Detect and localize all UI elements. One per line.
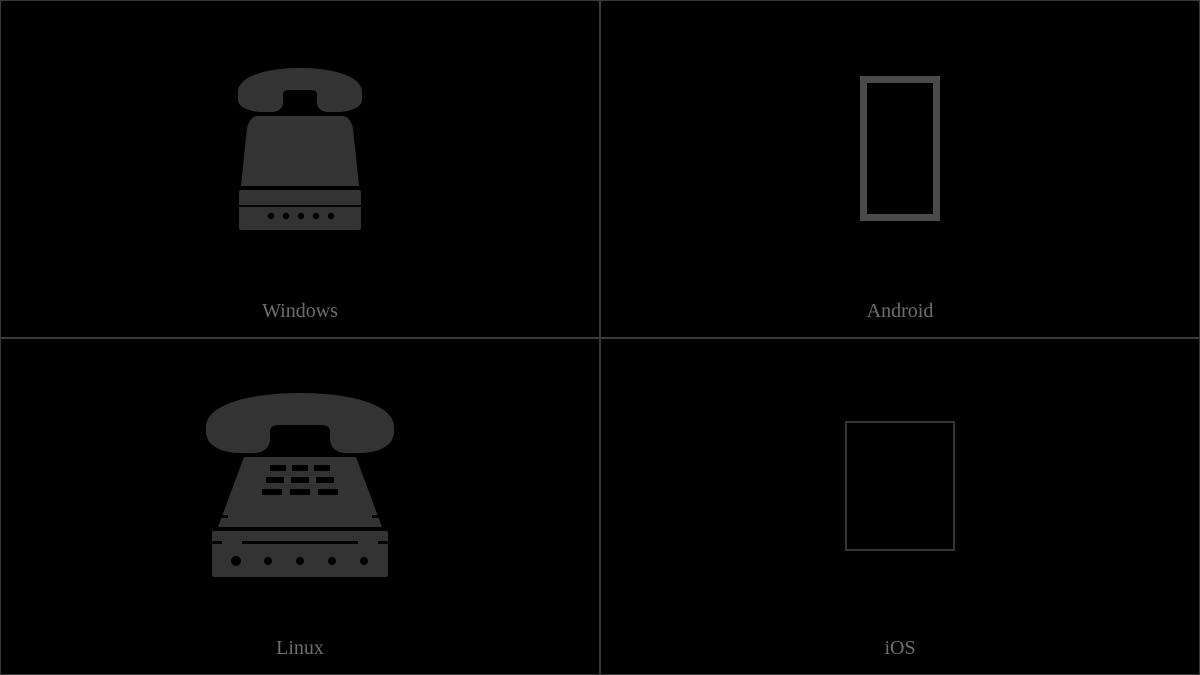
glyph-area-ios <box>601 339 1199 635</box>
platform-label: Linux <box>276 637 324 660</box>
missing-glyph-icon <box>845 421 955 551</box>
cell-ios: iOS <box>600 338 1200 675</box>
cell-android: Android <box>600 0 1200 338</box>
glyph-area-android <box>601 1 1199 297</box>
glyph-comparison-grid: Windows Android <box>0 0 1200 675</box>
cell-windows: Windows <box>0 0 600 338</box>
platform-label: iOS <box>884 637 915 660</box>
platform-label: Android <box>867 300 934 323</box>
cell-linux: Linux <box>0 338 600 675</box>
missing-glyph-icon <box>860 76 940 221</box>
platform-label: Windows <box>262 300 338 323</box>
glyph-area-linux <box>1 339 599 635</box>
telephone-on-modem-icon <box>225 64 375 234</box>
glyph-area-windows <box>1 1 599 297</box>
telephone-on-modem-icon <box>200 391 400 581</box>
